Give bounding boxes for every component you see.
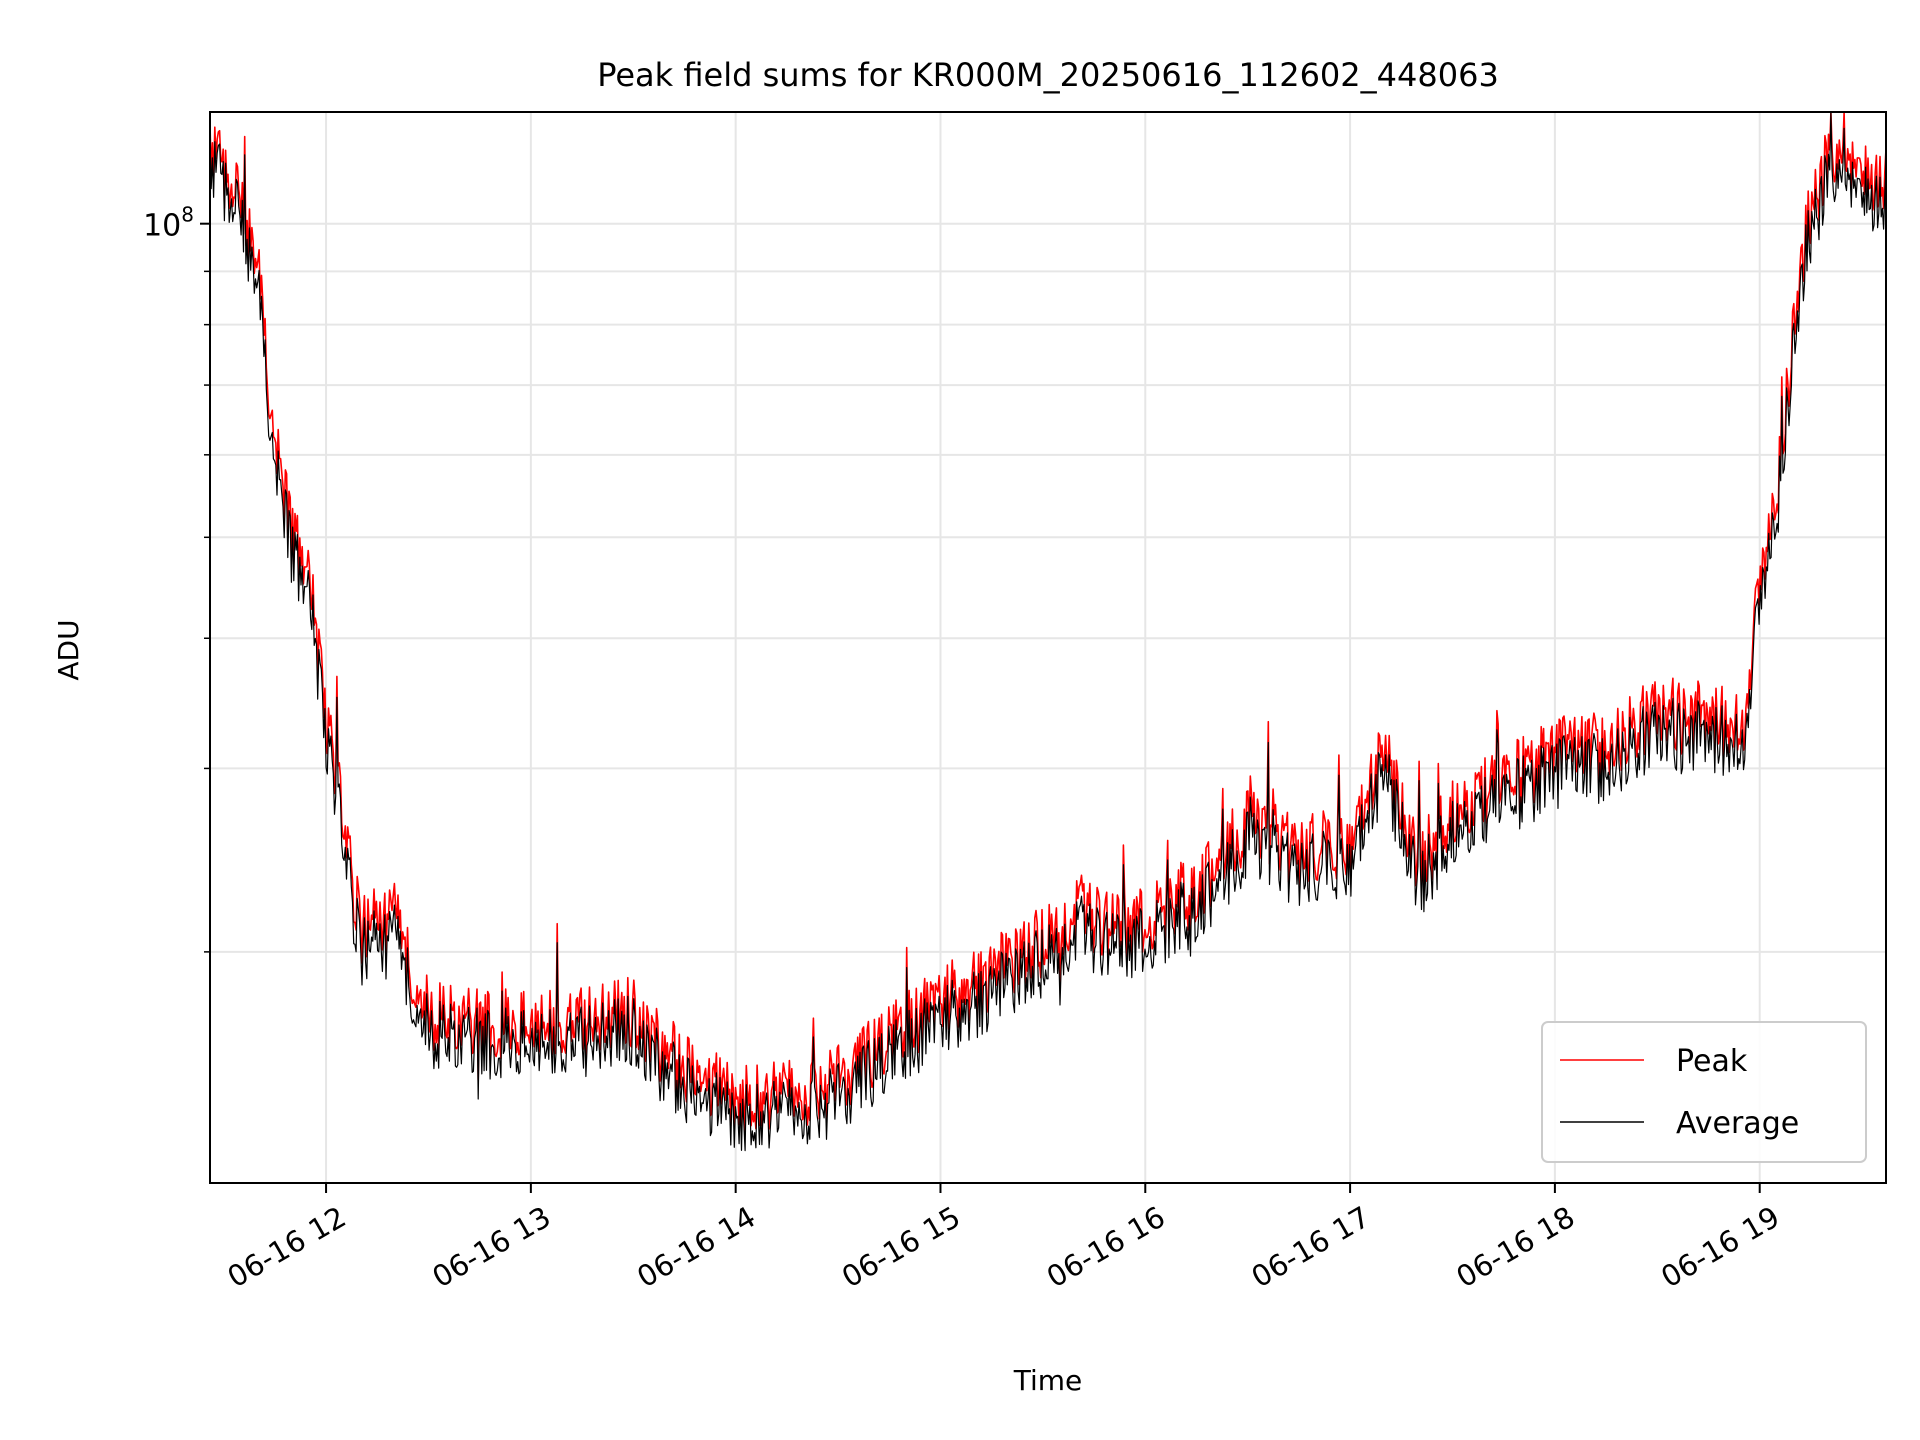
legend-peak-label: Peak — [1676, 1044, 1748, 1079]
x-axis-label: Time — [1013, 1364, 1083, 1397]
legend: Peak Average — [1541, 1021, 1867, 1163]
series-line-average — [209, 111, 1887, 1152]
y-axis: 108 — [143, 203, 210, 953]
series-layer — [209, 111, 1887, 1152]
legend-box — [1541, 1021, 1867, 1163]
plot-frame — [209, 111, 1887, 1184]
legend-average-label: Average — [1676, 1106, 1799, 1141]
grid — [210, 112, 1886, 1183]
chart-title: Peak field sums for KR000M_20250616_1126… — [597, 56, 1499, 94]
y-tick-label: 108 — [143, 203, 194, 244]
y-axis-label: ADU — [52, 619, 85, 680]
